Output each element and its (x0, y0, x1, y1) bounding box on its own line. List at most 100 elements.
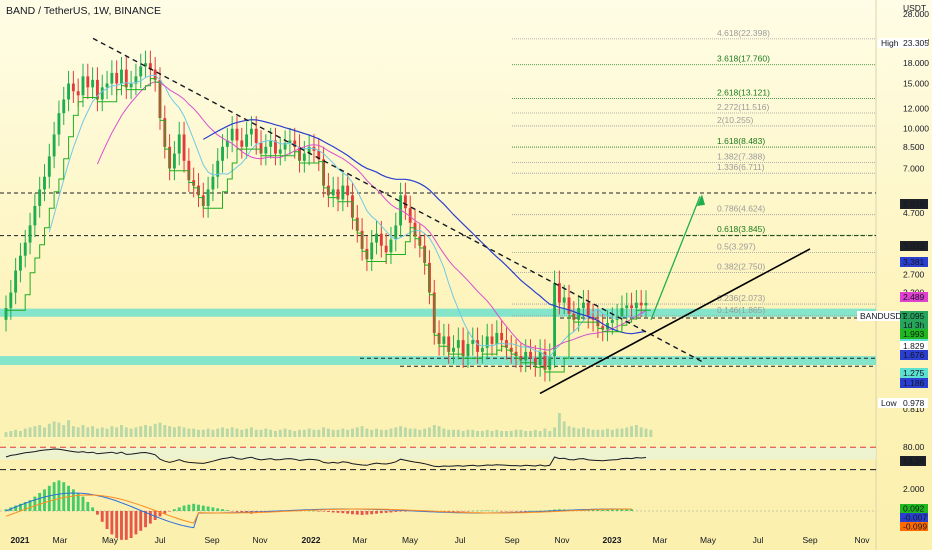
macd-hist-bar (168, 511, 172, 512)
macd-hist-bar (124, 511, 128, 540)
y-tick-label: 4.700 (903, 208, 925, 218)
candle-body (139, 66, 143, 77)
volume-bar (562, 421, 566, 437)
x-tick-label: Mar (653, 535, 668, 545)
volume-bar (23, 428, 27, 437)
macd-hist-bar (403, 511, 407, 512)
macd-badge-value: -0.007 (903, 513, 927, 523)
macd-hist-bar (197, 504, 200, 511)
volume-bar (298, 429, 301, 437)
price-badge-bg (900, 329, 928, 339)
candle-body (341, 185, 345, 200)
volume-bar (365, 428, 369, 437)
macd-hist-bar (480, 510, 484, 512)
volume-bar (485, 429, 489, 437)
candle-body (480, 347, 484, 352)
candle-body (86, 76, 90, 88)
candle-body (442, 336, 446, 344)
candle-body (644, 302, 648, 306)
volume-bar (336, 429, 340, 437)
volume-bar (610, 429, 614, 437)
volume-bar (43, 427, 46, 437)
volume-bar (134, 427, 138, 437)
x-tick-label: 2021 (11, 535, 30, 545)
candle-body (625, 305, 629, 309)
candle-body (67, 83, 70, 100)
volume-bar (509, 431, 513, 437)
macd-hist-bar (139, 511, 143, 531)
price-badge-label-bg (878, 38, 900, 48)
fib-label: 0.146(1.865) (717, 305, 765, 315)
fib-label: 0.382(2.750) (717, 262, 765, 272)
macd-hist-bar (538, 510, 542, 512)
macd-badge-value: 0.092 (903, 504, 925, 514)
fib-label: 2.272(11.516) (717, 102, 769, 112)
volume-bar (389, 428, 393, 437)
candle-body (548, 356, 552, 370)
volume-bar (139, 426, 143, 437)
volume-bar (158, 422, 162, 437)
macd-hist-bar (495, 510, 499, 512)
volume-bar (197, 429, 200, 437)
candle-body (336, 189, 340, 200)
volume-bar (312, 429, 316, 437)
volume-bar (144, 425, 147, 437)
x-tick-label: May (700, 535, 717, 545)
macd-hist-bar (336, 511, 340, 513)
y-tick-label: 8.500 (903, 142, 925, 152)
candle-body (172, 153, 176, 169)
macd-hist-bar (331, 511, 335, 513)
volume-bar (548, 431, 552, 437)
candle-body (278, 149, 282, 154)
macd-hist-bar (505, 511, 508, 512)
rsi-tick: 80.00 (903, 442, 925, 452)
volume-bar (110, 426, 114, 437)
volume-bar (168, 426, 172, 437)
volume-bar (591, 429, 595, 437)
candle-body (177, 134, 181, 154)
candle-body (9, 292, 13, 309)
volume-bar (293, 431, 297, 437)
volume-bar (211, 429, 215, 437)
x-tick-label: Nov (854, 535, 870, 545)
macd-hist-bar (630, 509, 634, 511)
y-tick-label: 18.000 (903, 58, 929, 68)
volume-bar (557, 413, 561, 437)
macd-hist-bar (182, 505, 186, 511)
macd-hist-bar (389, 511, 393, 513)
volume-bar (192, 428, 196, 437)
candle-body (120, 69, 123, 84)
candle-body (230, 128, 234, 141)
volume-bar (625, 427, 629, 437)
projection-arrowhead (697, 194, 705, 206)
volume-bar (86, 427, 90, 437)
fib-label: 1.382(7.388) (717, 151, 765, 161)
rsi-band (0, 447, 876, 460)
candle-body (206, 189, 210, 206)
volume-bar (582, 427, 585, 437)
volume-bar (322, 427, 326, 437)
volume-bar (634, 425, 638, 437)
projection-arrow (650, 196, 701, 321)
volume-bar (403, 427, 407, 437)
candle-body (76, 91, 80, 96)
macd-hist-bar (620, 509, 624, 511)
macd-hist-bar (379, 511, 383, 514)
volume-bar (33, 426, 37, 437)
y-tick-label: 28.000 (903, 9, 929, 19)
candle-body (23, 242, 27, 256)
volume-bar (302, 429, 306, 437)
volume-bar (100, 427, 104, 437)
volume-bar (91, 426, 95, 437)
candle-body (524, 351, 528, 361)
volume-bar (67, 420, 70, 437)
volume-bar (254, 429, 258, 437)
price-badge-bg (900, 368, 928, 378)
signal-line (5, 494, 632, 524)
price-badge-value: 0.978 (903, 398, 925, 408)
volume-bar (225, 428, 229, 437)
volume-bar (384, 429, 388, 437)
support-zone-lower (0, 356, 876, 365)
x-tick-label: May (102, 535, 119, 545)
